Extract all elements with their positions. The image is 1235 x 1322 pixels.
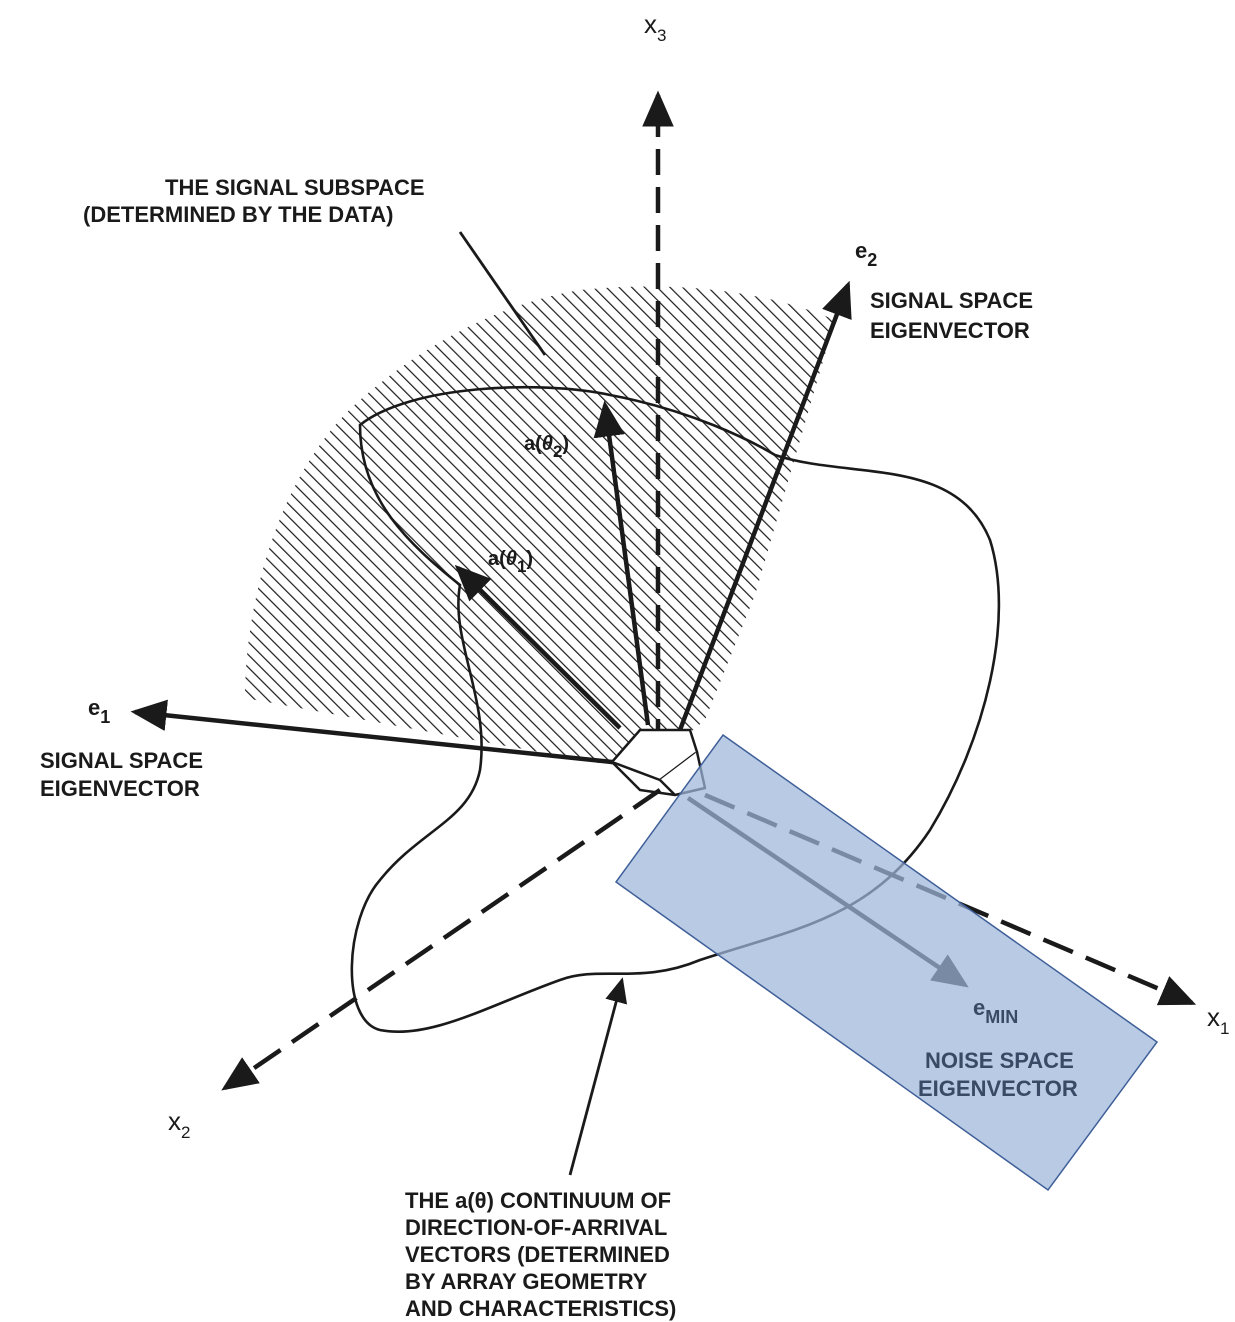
x2-axis — [221, 788, 662, 1091]
e2-vector — [677, 280, 852, 731]
continuum-leader — [568, 977, 628, 1176]
a-theta1-vector — [454, 564, 622, 730]
e1-caption: SIGNAL SPACE EIGENVECTOR — [40, 748, 209, 801]
e2-caption: SIGNAL SPACE EIGENVECTOR — [870, 288, 1039, 343]
emin-label: eMIN — [973, 995, 1018, 1027]
emin-caption: NOISE SPACE EIGENVECTOR — [918, 1048, 1080, 1101]
a-theta1-label: a(θ1) — [488, 548, 533, 576]
signal-subspace-leader — [458, 231, 547, 356]
noise-space-highlight — [614, 733, 1159, 1192]
e2-label: e2 — [855, 238, 877, 270]
x1-axis — [704, 792, 1197, 1006]
signal-subspace-annotation: THE SIGNAL SUBSPACE (DETERMINED BY THE D… — [83, 175, 431, 227]
e1-vector — [130, 699, 613, 765]
x3-axis-label: x3 — [644, 9, 666, 45]
a-theta2-label: a(θ2) — [524, 433, 569, 461]
e1-label: e1 — [88, 695, 110, 727]
signal-subspace-region — [245, 286, 835, 765]
continuum-annotation: THE a(θ) CONTINUUM OF DIRECTION-OF-ARRIV… — [405, 1188, 677, 1321]
x2-axis-label: x2 — [168, 1106, 190, 1142]
x1-axis-label: x1 — [1207, 1002, 1229, 1038]
a-theta2-vector — [593, 400, 651, 726]
